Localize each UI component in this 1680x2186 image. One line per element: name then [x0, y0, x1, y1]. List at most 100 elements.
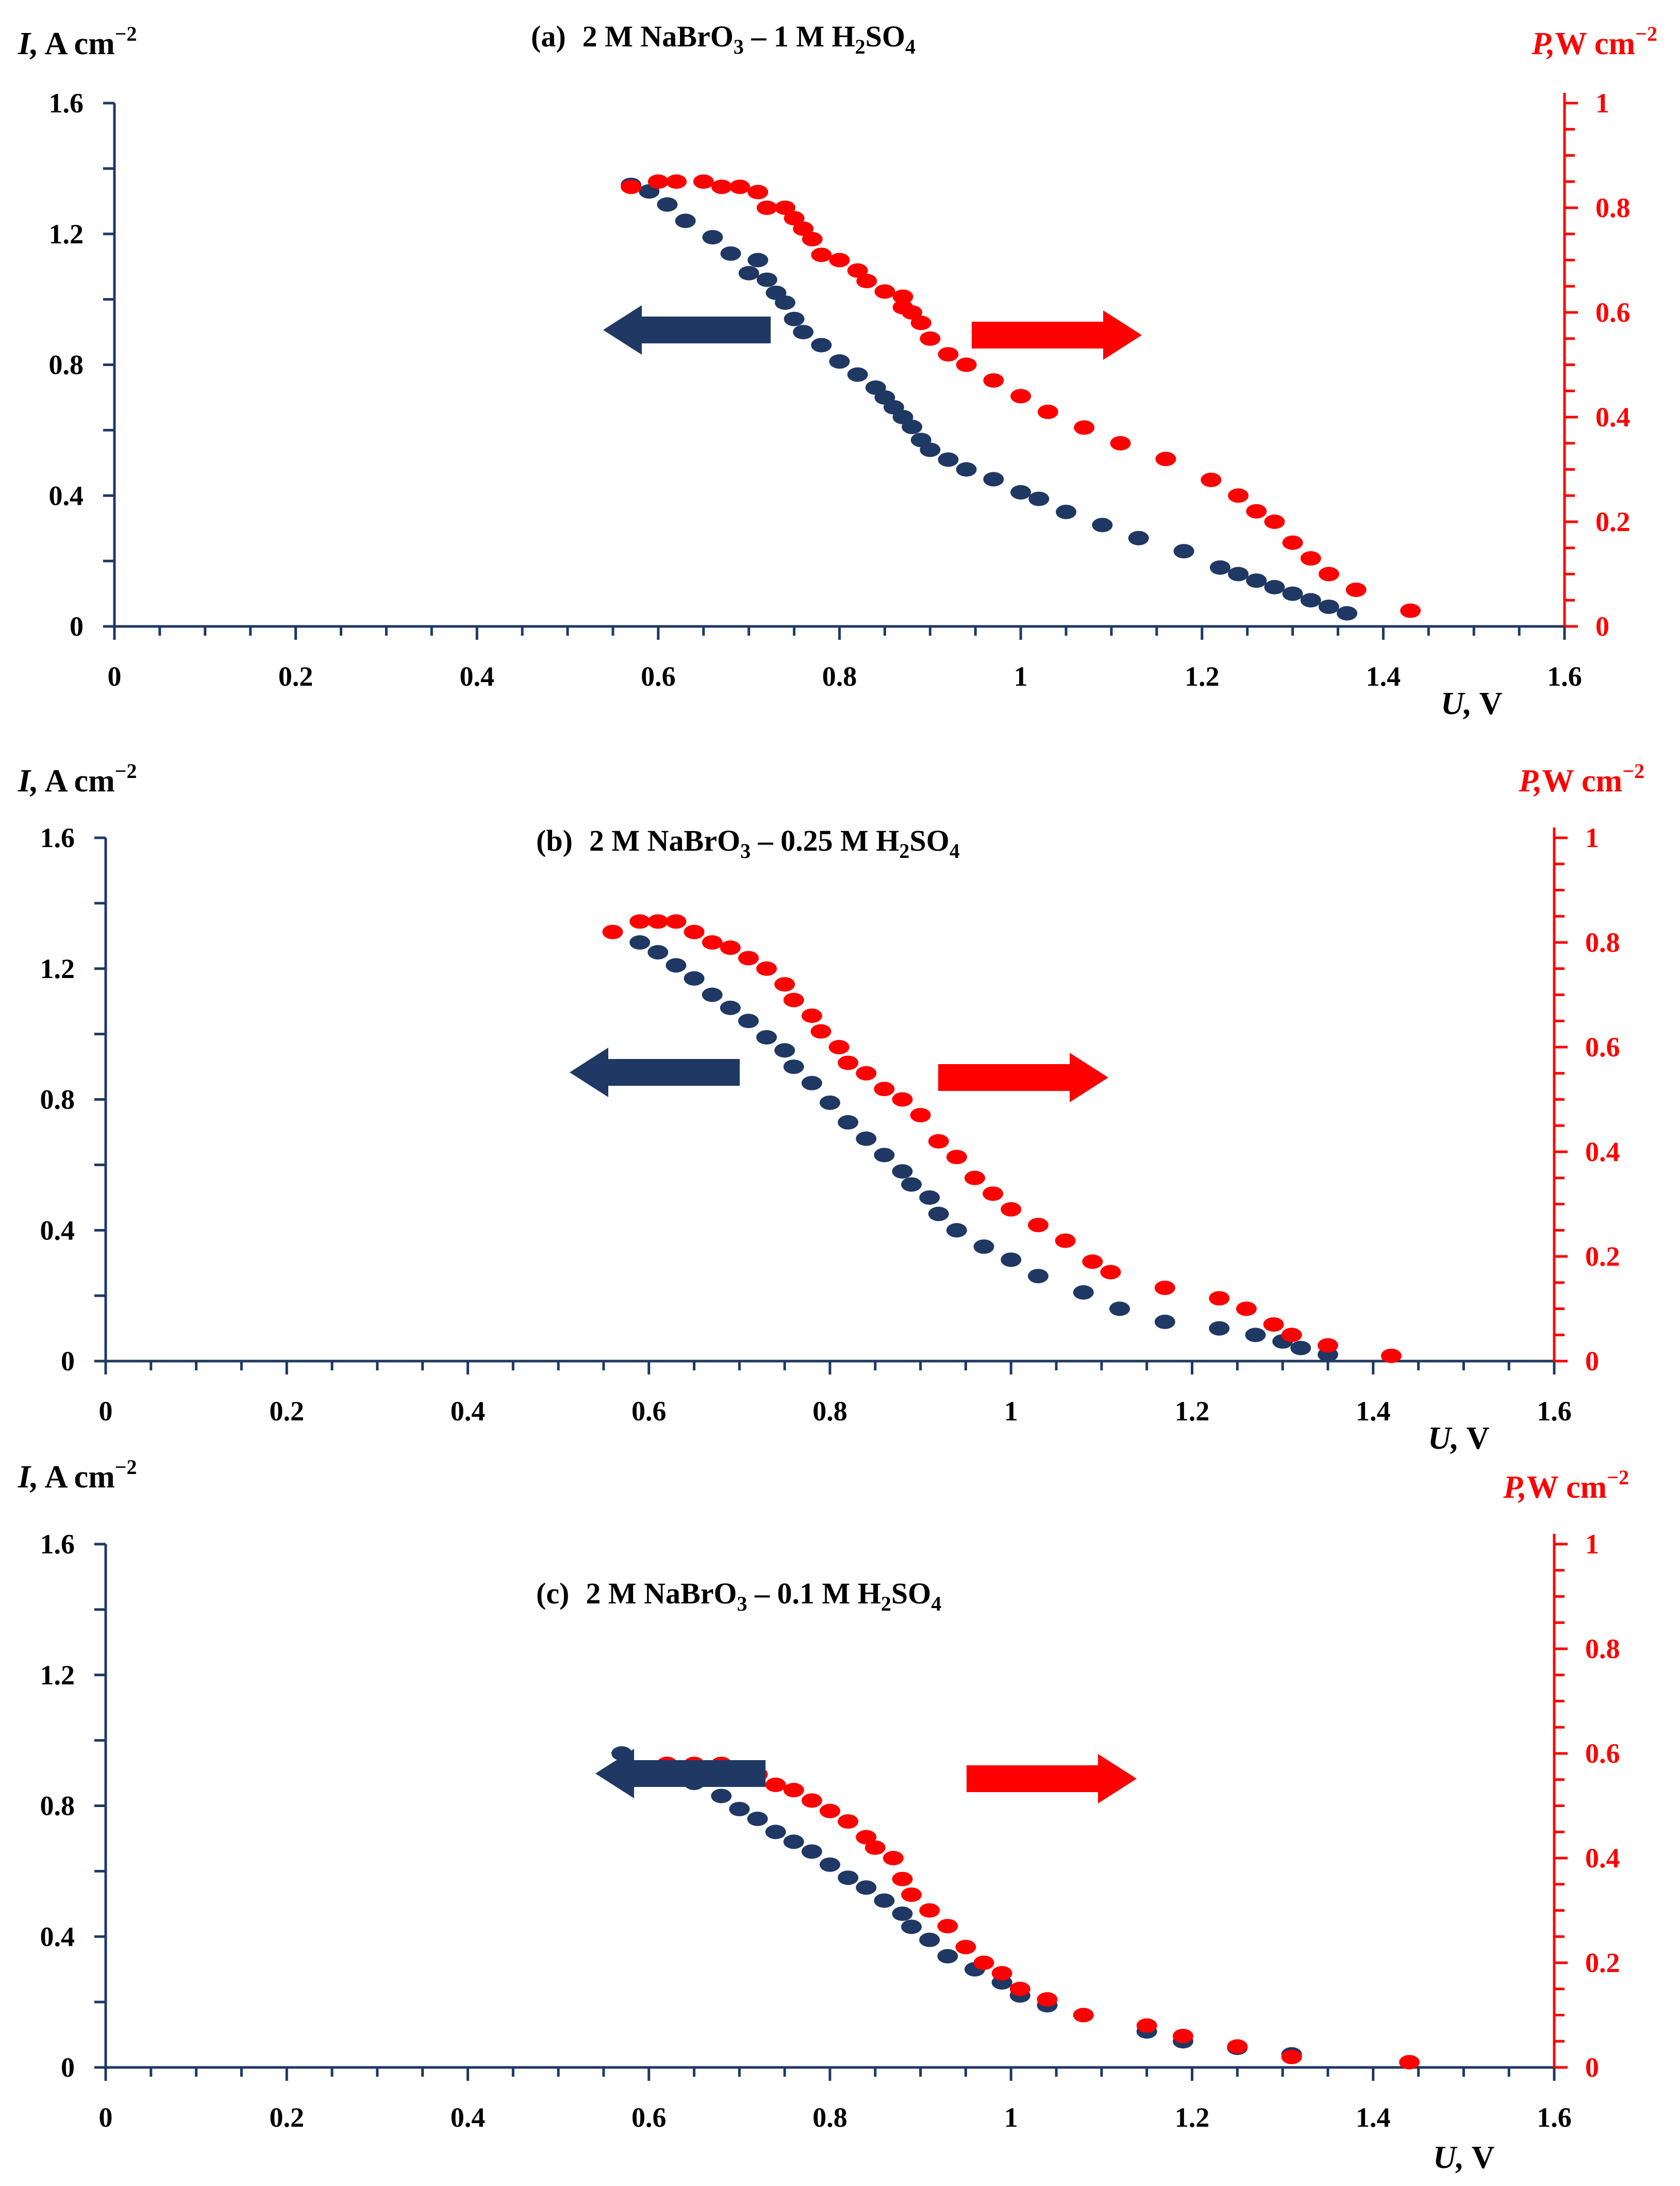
y-right-tick-label: 1: [1595, 88, 1609, 119]
x-tick-label: 1.4: [1356, 2102, 1391, 2133]
power-point: [1246, 504, 1267, 519]
power-point: [938, 347, 959, 362]
current-point: [765, 1825, 786, 1840]
current-point: [1290, 1340, 1311, 1355]
power-point: [856, 274, 877, 289]
current-point: [892, 1906, 913, 1921]
power-point: [892, 289, 913, 304]
current-point: [1300, 593, 1321, 608]
power-point: [838, 1814, 859, 1829]
power-point: [1300, 551, 1321, 566]
power-point: [1001, 1202, 1022, 1217]
power-point: [1073, 2008, 1094, 2023]
power-point: [801, 1793, 822, 1808]
current-point: [856, 1880, 877, 1895]
current-point: [702, 987, 723, 1002]
current-point: [1128, 531, 1149, 545]
current-point: [738, 266, 759, 280]
x-tick-label: 1.2: [1175, 1396, 1210, 1427]
x-tick-label: 0.4: [451, 1396, 486, 1427]
current-point: [820, 1857, 840, 1872]
current-point: [756, 272, 777, 287]
x-tick-label: 1: [1014, 661, 1028, 692]
panel-c: I, A cm−2 P,W cm−2 U, V (c) 2 M NaBrO3 – …: [18, 1455, 1629, 2175]
power-point: [920, 331, 941, 346]
power-point: [1264, 515, 1285, 529]
y-right-tick-label: 0.8: [1595, 192, 1631, 223]
x-tick-label: 1.6: [1547, 661, 1582, 692]
power-point: [1400, 603, 1421, 618]
left-arrow-current-axis: [603, 305, 771, 355]
power-point: [1100, 1265, 1121, 1280]
current-point: [1245, 1328, 1266, 1343]
power-point: [720, 940, 741, 955]
x-tick-label: 1.2: [1175, 2102, 1210, 2133]
power-point: [864, 1840, 886, 1855]
x-tick-label: 0: [99, 1396, 113, 1427]
left-arrow-current-axis: [595, 1749, 766, 1798]
y-left-tick-label: 1.6: [40, 822, 75, 853]
current-point: [901, 1177, 922, 1192]
y-right-title: P,W cm−2: [1531, 22, 1657, 61]
power-point: [1201, 472, 1222, 487]
x-axis-title: U, V: [1433, 2140, 1495, 2175]
power-point: [801, 1008, 822, 1023]
current-point: [675, 213, 696, 228]
current-point: [928, 1206, 949, 1221]
current-point: [838, 1115, 859, 1130]
current-point: [1264, 579, 1285, 594]
right-arrow-power-axis: [972, 310, 1142, 360]
power-point: [774, 977, 795, 992]
power-point: [874, 1082, 895, 1097]
y-right-tick-label: 0.4: [1585, 1843, 1620, 1874]
power-point: [946, 1150, 967, 1165]
x-tick-label: 0: [99, 2102, 113, 2133]
power-point: [1082, 1254, 1103, 1269]
current-point: [1246, 573, 1267, 588]
power-point: [765, 1777, 786, 1792]
current-point: [1027, 1269, 1049, 1284]
current-point: [720, 246, 741, 261]
current-point: [901, 1919, 922, 1934]
x-tick-label: 0.2: [278, 661, 313, 692]
power-point: [856, 1830, 877, 1845]
y-left-tick-label: 0.4: [40, 1921, 75, 1952]
current-point: [793, 325, 814, 340]
power-point: [828, 1040, 850, 1054]
power-point: [1228, 488, 1249, 503]
y-right-tick-label: 0.8: [1585, 1633, 1620, 1664]
current-point: [1173, 544, 1194, 559]
power-point: [1027, 1218, 1049, 1233]
current-point: [983, 472, 1004, 487]
current-point: [919, 1190, 940, 1205]
y-right-tick-label: 0.6: [1585, 1032, 1620, 1063]
x-tick-label: 1.4: [1366, 661, 1401, 692]
panel-b: I, A cm−2 P,W cm−2 U, V (b) 2 M NaBrO3 – …: [18, 759, 1644, 1456]
y-left-tick-label: 1.2: [40, 953, 75, 984]
power-point: [1209, 1291, 1230, 1306]
power-point: [937, 1918, 958, 1933]
power-point: [702, 935, 723, 950]
power-point: [602, 924, 623, 939]
power-point: [1136, 2018, 1157, 2033]
y-left-tick-label: 1.6: [40, 1529, 75, 1560]
power-point: [983, 373, 1004, 388]
current-point: [938, 452, 959, 467]
power-point: [883, 1851, 904, 1865]
current-point: [738, 1014, 759, 1029]
y-left-tick-label: 0.4: [40, 1215, 75, 1246]
current-point: [1028, 491, 1050, 506]
current-point: [756, 1030, 777, 1045]
power-point: [991, 1966, 1012, 1981]
current-point: [1001, 1252, 1022, 1267]
x-tick-label: 0.6: [641, 661, 676, 692]
current-point: [829, 354, 850, 369]
y-left-title: I, A cm−2: [18, 22, 137, 61]
current-point: [702, 230, 723, 245]
x-tick-label: 0: [108, 661, 122, 692]
current-point: [647, 945, 669, 960]
y-left-tick-label: 1.6: [49, 88, 84, 119]
power-point: [1009, 1981, 1030, 1996]
y-right-tick-label: 0.2: [1595, 506, 1631, 537]
power-point: [820, 1803, 840, 1818]
